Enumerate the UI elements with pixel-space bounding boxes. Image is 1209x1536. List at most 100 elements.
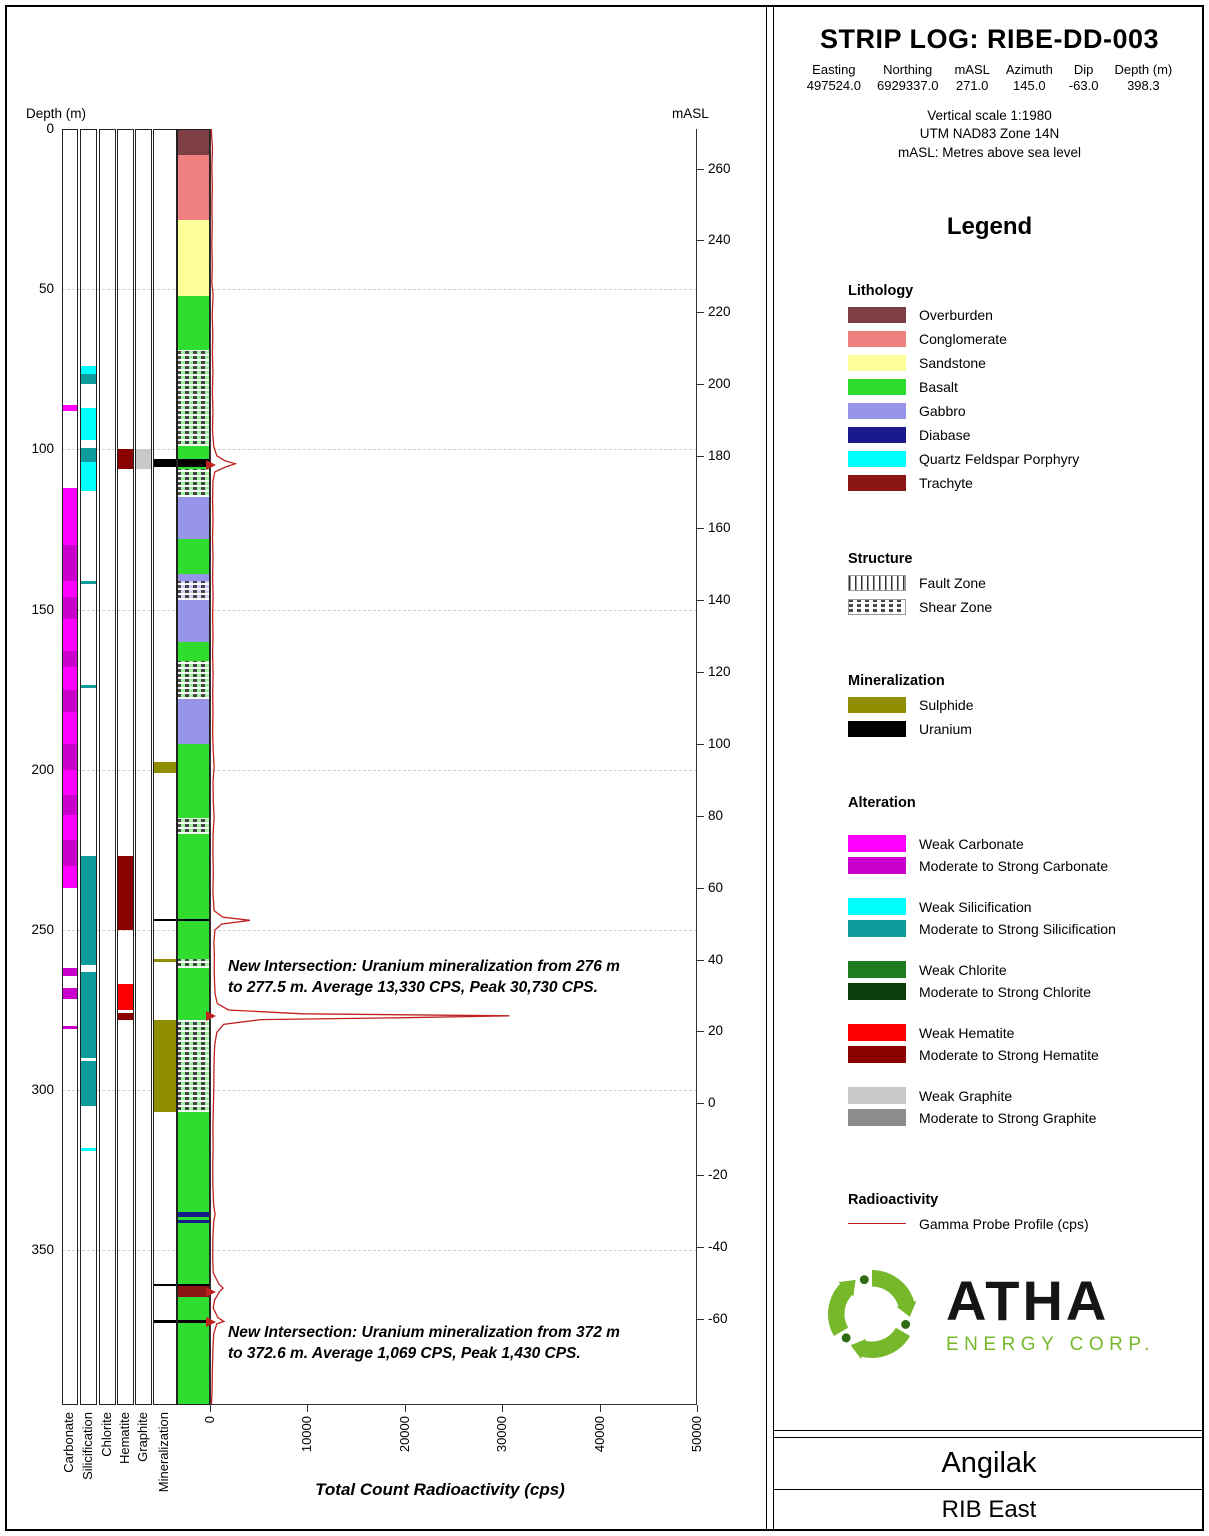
moderate-to-strong-graphite-swatch [848, 1109, 906, 1127]
overburden-swatch [848, 307, 906, 324]
column-hematite [117, 129, 134, 1405]
gabbro-swatch [848, 403, 906, 420]
masl-tick-label: 80 [708, 807, 724, 823]
lithology-interval [177, 539, 210, 575]
legend-item: Weak Graphite [848, 1087, 1203, 1105]
column-label: Chlorite [98, 1412, 114, 1457]
masl-tick-label: 140 [708, 592, 731, 607]
radioactivity-tick-mark [697, 1405, 698, 1412]
depth-gridline [62, 930, 697, 931]
alteration-interval [80, 971, 97, 1059]
lithology-interval [177, 1216, 210, 1220]
legend-item: Overburden [848, 307, 1203, 324]
lithology-interval [177, 154, 210, 221]
weak-carbonate-swatch [848, 835, 906, 853]
legend-item: Moderate to Strong Carbonate [848, 857, 1203, 875]
masl-tick-mark [697, 312, 704, 314]
alteration-interval [62, 968, 78, 977]
scale-note: Vertical scale 1:1980 [927, 107, 1052, 123]
legend-label: Shear Zone [919, 599, 993, 616]
collar-table: Easting 497524.0 Northing 6929337.0 mASL 271.… [776, 62, 1203, 95]
logo-subtitle: ENERGY CORP. [946, 1333, 1155, 1355]
masl-tick-label: -60 [708, 1311, 728, 1327]
alteration-interval [62, 795, 78, 815]
masl-tick-label: -20 [708, 1167, 728, 1183]
gamma-line [848, 1223, 906, 1225]
column-label: Mineralization [156, 1412, 171, 1493]
alteration-interval [80, 684, 97, 689]
alteration-legend-group: Weak Silicification Moderate to Strong Si… [848, 898, 1203, 938]
radioactivity-axis-title: Total Count Radioactivity (cps) [315, 1480, 565, 1499]
legend-label: Moderate to Strong Carbonate [919, 857, 1109, 874]
scale-note: UTM NAD83 Zone 14N [919, 126, 1060, 142]
mineralization-interval [153, 958, 177, 962]
masl-tick-mark [697, 1319, 704, 1321]
legend-label: Sulphide [919, 697, 974, 714]
alteration-interval [62, 487, 78, 546]
masl-tick-label: 40 [708, 951, 724, 967]
alteration-interval [62, 596, 78, 620]
mineralization-section-title: Mineralization [848, 673, 945, 690]
alteration-interval [62, 987, 78, 999]
legend-item: Shear Zone [848, 599, 1203, 616]
diabase-swatch [848, 427, 906, 444]
legend-label: Weak Silicification [919, 898, 1032, 915]
masl-tick-mark [697, 671, 704, 673]
collar-field: Easting 497524.0 [806, 62, 861, 94]
shear-zone-overlay [177, 958, 210, 969]
depth-tick-label: 150 [31, 601, 54, 617]
gamma-peak-arrow [206, 460, 216, 471]
mineralization-interval [153, 1019, 177, 1113]
depth-gridline [62, 449, 697, 450]
masl-tick-mark [697, 384, 704, 386]
alteration-interval [62, 814, 78, 841]
legend-item: Diabase [848, 427, 1203, 444]
legend-item: Weak Hematite [848, 1024, 1203, 1042]
masl-tick-label: 180 [708, 448, 731, 464]
company-logo: ATHA ENERGY CORP. [814, 1256, 1203, 1372]
masl-tick-mark [697, 240, 704, 242]
collar-field: mASL 271.0 [954, 62, 990, 94]
alteration-interval [62, 840, 78, 866]
legend-label: Weak Chlorite [919, 961, 1007, 978]
lithology-interval [177, 744, 210, 1212]
legend-item: Sulphide [848, 697, 1203, 714]
legend-item: Moderate to Strong Hematite [848, 1046, 1203, 1064]
legend-label: Uranium [919, 721, 972, 738]
legend-label: Moderate to Strong Silicification [919, 920, 1116, 937]
masl-tick-label: 240 [708, 232, 731, 248]
masl-tick-mark [697, 168, 704, 170]
legend-item: Weak Silicification [848, 898, 1203, 916]
legend-label: Moderate to Strong Graphite [919, 1109, 1097, 1126]
legend-label: Weak Hematite [919, 1024, 1015, 1041]
legend-item: Uranium [848, 721, 1203, 738]
depth-axis-title: Depth (m) [26, 106, 87, 121]
depth-tick-label: 50 [38, 281, 54, 297]
alteration-interval [135, 449, 152, 469]
intersection-annotation: New Intersection: Uranium mineralization… [228, 1324, 620, 1363]
legend-item: Quartz Feldspar Porphyry [848, 451, 1203, 468]
legend-label: Overburden [919, 307, 993, 324]
masl-tick-label: 220 [708, 304, 731, 320]
legend-label: Diabase [919, 427, 971, 444]
depth-tick-label: 350 [31, 1242, 54, 1258]
alteration-interval [62, 580, 78, 597]
legend-label: Moderate to Strong Chlorite [919, 983, 1091, 1000]
lithology-interval [177, 1223, 210, 1287]
radioactivity-tick-label: 10000 [299, 1416, 315, 1453]
shear-zone-overlay [177, 468, 210, 498]
legend-label: Quartz Feldspar Porphyry [919, 451, 1080, 468]
legend-label: Weak Carbonate [919, 835, 1024, 852]
alteration-interval [62, 744, 78, 770]
shear-zone-overlay [177, 350, 210, 447]
mineralization-interval [153, 761, 177, 773]
column-silicification [80, 129, 97, 1405]
alteration-interval [80, 856, 97, 966]
depth-gridline [62, 1090, 697, 1091]
radioactivity-tick-mark [502, 1405, 504, 1412]
radioactivity-tick-label: 30000 [494, 1416, 510, 1453]
page-title: STRIP LOG: RIBE-DD-003 [819, 24, 1160, 54]
mineralization-interval [153, 918, 210, 922]
shear-zone-overlay [177, 580, 210, 600]
alteration-interval [80, 1061, 97, 1107]
